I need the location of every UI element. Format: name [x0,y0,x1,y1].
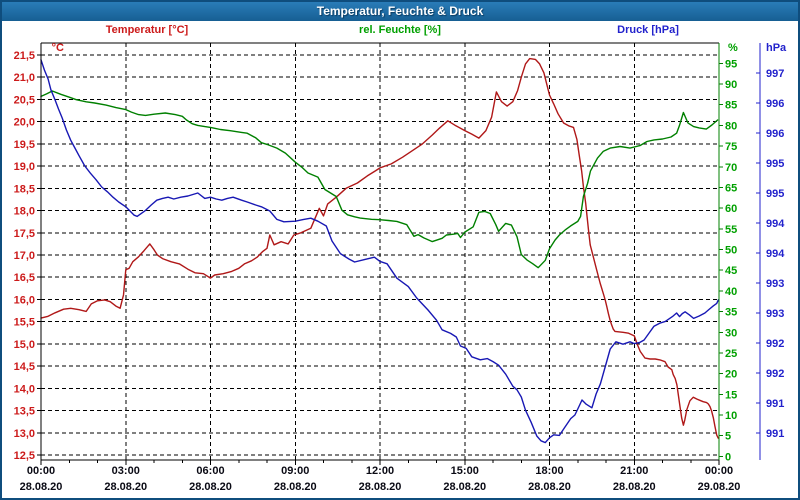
svg-text:80: 80 [725,120,737,132]
svg-text:30: 30 [725,327,737,339]
svg-text:45: 45 [725,265,737,277]
svg-text:28.08.20: 28.08.20 [189,481,232,493]
svg-text:996: 996 [766,98,784,110]
svg-text:40: 40 [725,286,737,298]
svg-text:992: 992 [766,338,784,350]
svg-text:85: 85 [725,100,737,112]
svg-text:996: 996 [766,128,784,140]
svg-text:994: 994 [766,218,785,230]
gridlines [41,43,719,460]
svg-text:21,0: 21,0 [14,72,35,84]
svg-text:09:00: 09:00 [281,465,309,477]
svg-text:17,5: 17,5 [14,228,35,240]
legend-temperature-label: Temperatur [°C] [105,24,189,36]
svg-text:0: 0 [725,451,731,463]
svg-text:65: 65 [725,182,737,194]
legend-pressure-label: Druck [hPa] [617,24,679,36]
temperatur-series [40,57,719,439]
svg-text:03:00: 03:00 [112,465,140,477]
svg-text:991: 991 [766,428,784,440]
svg-text:55: 55 [725,224,737,236]
svg-text:25: 25 [725,348,737,360]
svg-text:19,0: 19,0 [14,161,35,173]
svg-text:75: 75 [725,141,737,153]
svg-text:15,0: 15,0 [14,339,35,351]
svg-text:993: 993 [766,308,784,320]
svg-text:28.08.20: 28.08.20 [359,481,402,493]
svg-text:28.08.20: 28.08.20 [443,481,486,493]
svg-text:18,0: 18,0 [14,206,35,218]
svg-text:995: 995 [766,158,784,170]
svg-text:90: 90 [725,79,737,91]
svg-text:29.08.20: 29.08.20 [698,481,741,493]
svg-text:20,0: 20,0 [14,117,35,129]
svg-text:35: 35 [725,307,737,319]
rel-feuchte-series [40,90,719,269]
svg-text:18,5: 18,5 [14,183,35,195]
svg-text:06:00: 06:00 [196,465,224,477]
svg-text:17,0: 17,0 [14,250,35,262]
pressure-unit-label: hPa [766,42,787,54]
svg-text:992: 992 [766,368,784,380]
svg-text:28.08.20: 28.08.20 [613,481,656,493]
svg-text:15:00: 15:00 [451,465,479,477]
svg-text:28.08.20: 28.08.20 [274,481,317,493]
window-title: Temperatur, Feuchte & Druck [316,4,484,18]
svg-text:10: 10 [725,410,737,422]
svg-text:16,5: 16,5 [14,272,35,284]
svg-text:19,5: 19,5 [14,139,35,151]
svg-text:13,0: 13,0 [14,428,35,440]
axes [37,42,761,465]
svg-text:15,5: 15,5 [14,317,35,329]
svg-text:993: 993 [766,278,784,290]
svg-text:00:00: 00:00 [27,465,55,477]
svg-text:70: 70 [725,162,737,174]
svg-text:18:00: 18:00 [535,465,563,477]
svg-text:28.08.20: 28.08.20 [20,481,63,493]
window-titlebar[interactable]: Temperatur, Feuchte & Druck [2,2,798,21]
svg-text:15: 15 [725,389,737,401]
series [40,57,720,444]
svg-text:12,5: 12,5 [14,450,35,462]
legend-humidity-label: rel. Feuchte [%] [359,24,441,36]
svg-text:997: 997 [766,68,784,80]
svg-text:00:00: 00:00 [705,465,733,477]
svg-text:995: 995 [766,188,784,200]
svg-text:12:00: 12:00 [366,465,394,477]
svg-text:13,5: 13,5 [14,406,35,418]
svg-text:28.08.20: 28.08.20 [528,481,571,493]
svg-text:14,0: 14,0 [14,383,35,395]
svg-text:994: 994 [766,248,785,260]
svg-text:21:00: 21:00 [620,465,648,477]
svg-text:60: 60 [725,203,737,215]
druck-series [40,59,720,444]
svg-text:20,5: 20,5 [14,94,35,106]
svg-text:14,5: 14,5 [14,361,35,373]
svg-text:50: 50 [725,245,737,257]
temperature-unit-label: °C [52,42,64,54]
humidity-unit-label: % [728,42,738,54]
svg-text:28.08.20: 28.08.20 [104,481,147,493]
svg-text:20: 20 [725,369,737,381]
svg-text:16,0: 16,0 [14,294,35,306]
svg-text:991: 991 [766,398,784,410]
axis-labels: 21,5 21,0 20,5 20,0 19,5 19,0 18,5 18,0 17,5 17,0… [14,42,787,493]
svg-text:21,5: 21,5 [14,50,35,62]
svg-text:95: 95 [725,58,737,70]
svg-text:5: 5 [725,431,731,443]
